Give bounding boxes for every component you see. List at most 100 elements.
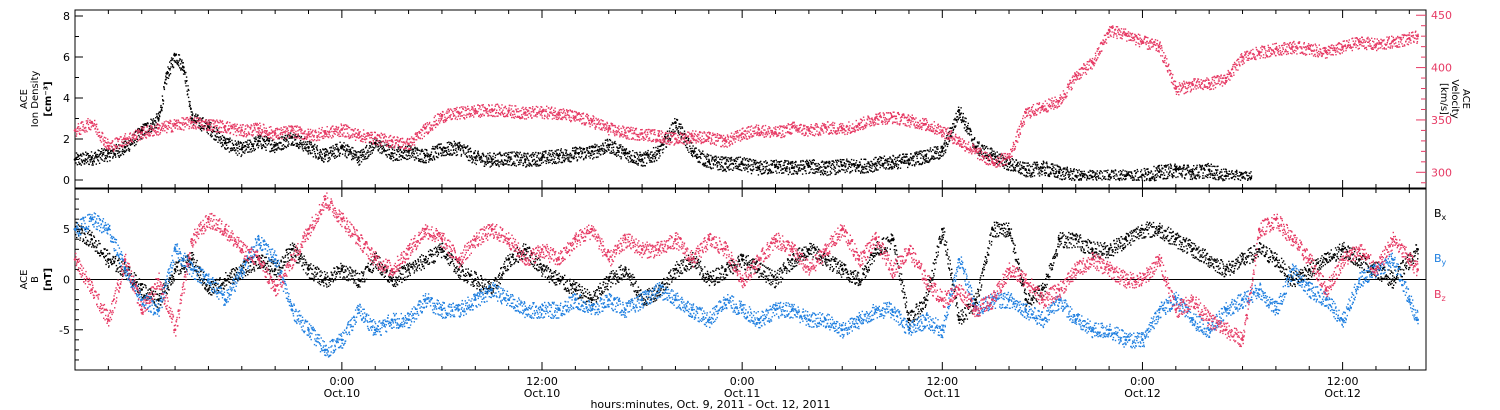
density-series-point: [1032, 171, 1035, 174]
density-series-point: [122, 142, 124, 144]
density-series-point: [1206, 174, 1208, 176]
density-series-point: [1239, 174, 1241, 177]
density-series-point: [1023, 166, 1025, 168]
velocity-series-point: [126, 144, 128, 146]
density-series-point: [102, 152, 104, 154]
density-series-point: [906, 159, 909, 161]
velocity-series-point: [183, 118, 185, 121]
x-tick-date-label: Oct.11: [724, 387, 761, 400]
velocity-series-point: [79, 133, 81, 135]
density-series-point: [309, 152, 311, 154]
velocity-series-point: [213, 120, 215, 122]
density-series-point: [197, 114, 199, 116]
velocity-series-point: [148, 133, 150, 136]
density-series-point: [917, 151, 919, 153]
density-series-point: [498, 164, 500, 166]
density-series-point: [965, 121, 967, 123]
density-series-point: [885, 167, 887, 169]
density-series-point: [209, 134, 212, 137]
density-series-point: [721, 156, 723, 158]
density-series-point: [257, 136, 259, 139]
density-series-point: [250, 148, 253, 150]
density-series-point: [1215, 172, 1217, 174]
density-series-point: [80, 153, 82, 156]
density-series-point: [677, 132, 680, 134]
velocity-series-point: [162, 130, 164, 132]
density-series-point: [597, 150, 600, 153]
density-series-point: [883, 163, 885, 165]
density-series-point: [194, 120, 196, 122]
density-series-point: [952, 129, 954, 131]
density-series-point: [445, 147, 447, 150]
density-series-point: [719, 166, 722, 168]
density-series-point: [90, 151, 93, 153]
density-series-point: [645, 154, 647, 156]
density-series-point: [355, 154, 358, 156]
density-series-point: [592, 158, 594, 160]
density-series-point: [1182, 166, 1184, 169]
density-series-point: [912, 155, 914, 157]
velocity-series-point: [209, 119, 211, 121]
velocity-series-point: [261, 129, 263, 131]
density-series-point: [553, 152, 556, 155]
density-series-point: [1173, 168, 1175, 170]
density-series-point: [1046, 163, 1048, 165]
density-series-point: [179, 67, 181, 69]
density-series-point: [557, 149, 559, 151]
density-series-point: [305, 147, 308, 149]
density-series-point: [215, 136, 218, 138]
density-series-point: [261, 137, 264, 140]
density-series-point: [679, 127, 682, 130]
density-series-point: [936, 148, 938, 150]
density-series-point: [739, 156, 742, 158]
density-series-point: [1060, 169, 1063, 171]
density-series-point: [366, 152, 368, 154]
velocity-series-point: [137, 128, 140, 131]
velocity-series-point: [142, 134, 144, 136]
density-series-point: [637, 154, 639, 156]
density-series-point: [363, 156, 366, 158]
density-series-point: [892, 162, 894, 164]
density-axis-units: [cm⁻³]: [43, 81, 54, 116]
density-series-point: [351, 146, 353, 149]
density-series-point: [815, 162, 817, 165]
density-series-point: [436, 156, 438, 158]
density-series-point: [956, 121, 958, 123]
density-series-point: [573, 157, 575, 160]
velocity-series-point: [270, 132, 272, 134]
density-series-point: [263, 141, 266, 143]
density-series-point: [429, 158, 431, 160]
density-series-point: [109, 156, 111, 158]
density-series-point: [343, 149, 346, 151]
density-series-point: [687, 149, 689, 151]
density-series-point: [518, 161, 520, 164]
density-series-point: [1201, 164, 1204, 167]
density-series-point: [819, 171, 821, 173]
density-series-point: [579, 146, 581, 149]
density-series-point: [884, 159, 886, 162]
density-series-point: [247, 144, 249, 146]
density-series-point: [299, 145, 301, 148]
density-series-point: [762, 167, 765, 170]
density-series-point: [195, 121, 198, 123]
density-series-point: [753, 168, 755, 170]
density-series-point: [835, 171, 837, 174]
velocity-series-point: [195, 128, 197, 130]
density-series-point: [478, 154, 480, 157]
density-series-point: [350, 153, 353, 155]
density-series-point: [545, 160, 548, 162]
density-series-point: [1188, 172, 1190, 174]
density-series-point: [421, 161, 424, 163]
density-series-point: [468, 148, 471, 150]
density-series-point: [507, 164, 509, 166]
density-series-point: [1216, 171, 1218, 173]
density-series-point: [255, 136, 257, 138]
density-series-point: [832, 160, 834, 162]
velocity-series-point: [267, 133, 269, 135]
density-series-point: [1046, 161, 1048, 163]
density-series-point: [1058, 168, 1060, 171]
density-series-point: [1047, 175, 1050, 177]
density-series-point: [1198, 177, 1200, 179]
density-series-point: [805, 170, 807, 172]
density-series-point: [1019, 163, 1021, 165]
